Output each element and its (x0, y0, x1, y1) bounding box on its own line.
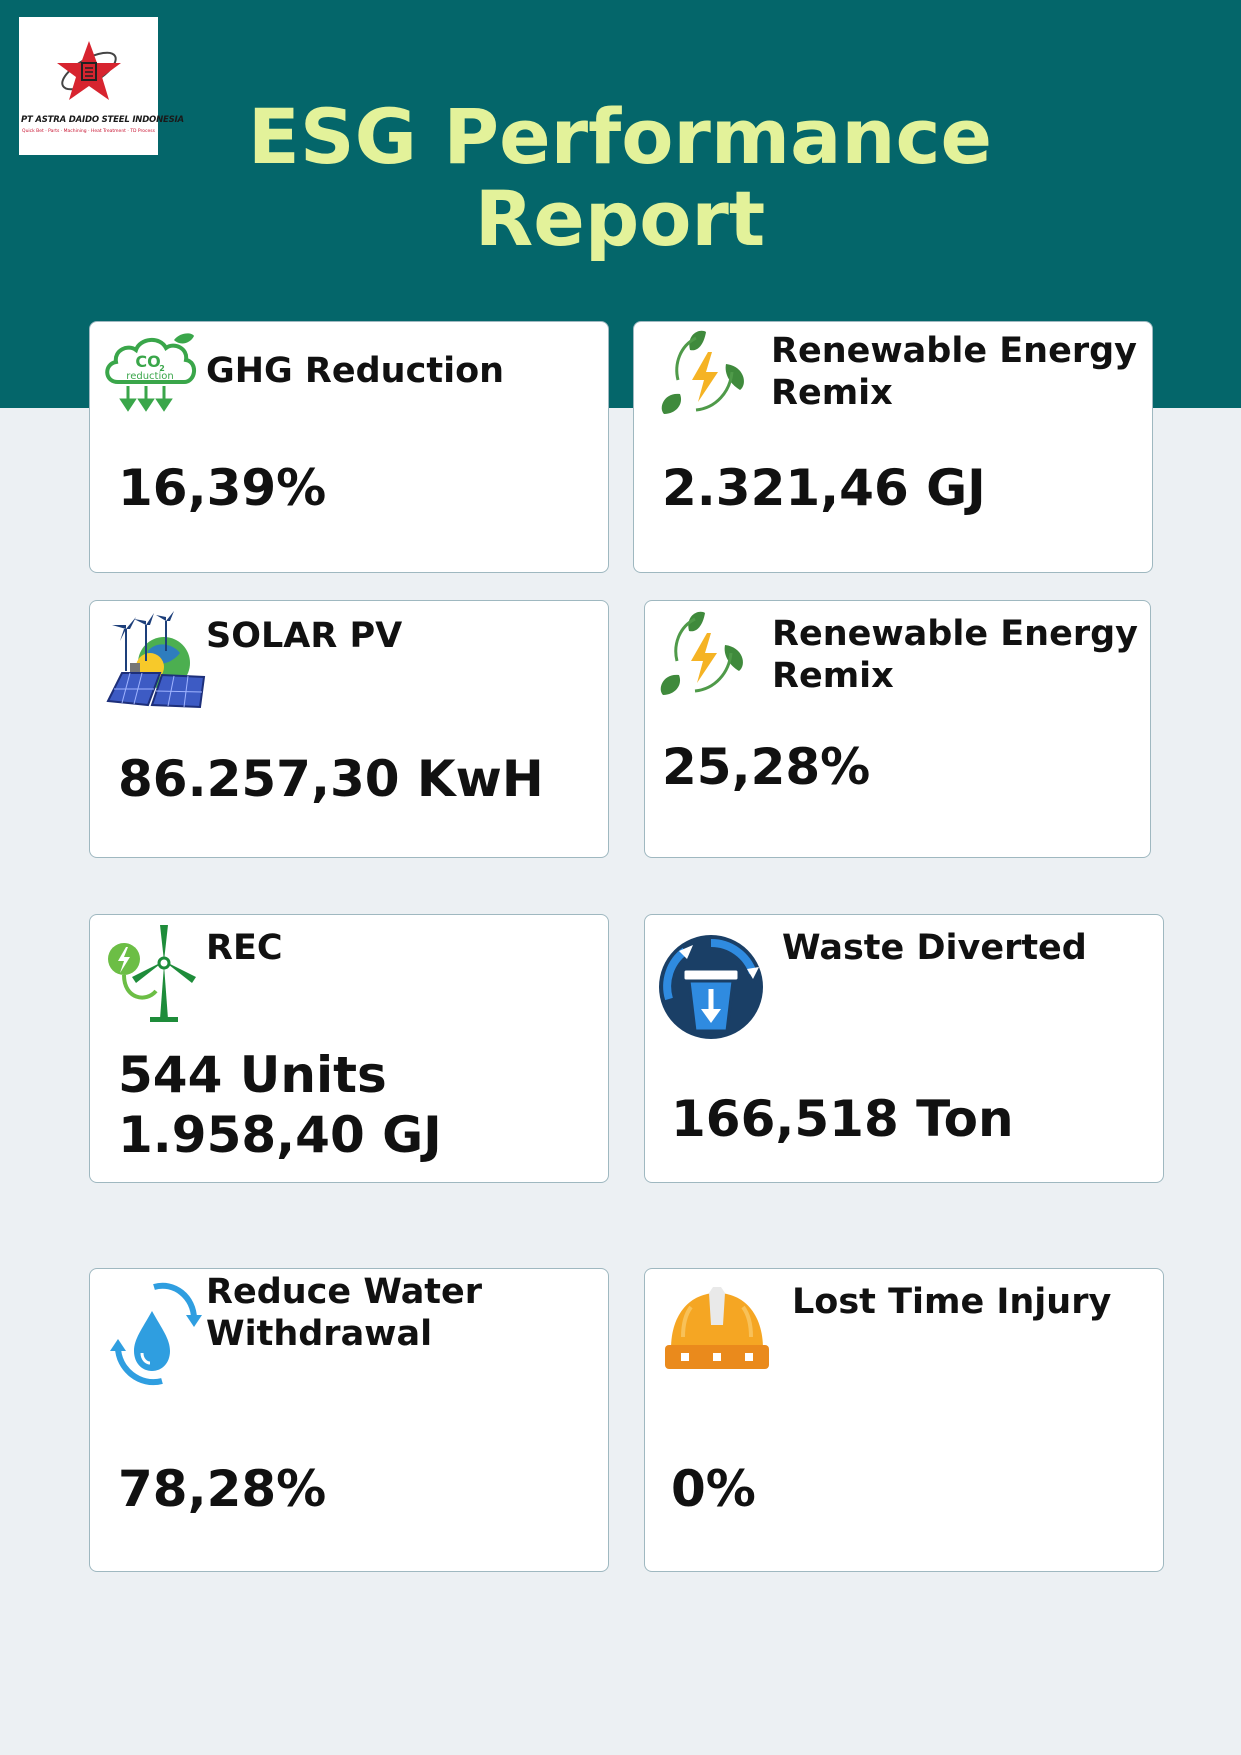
metric-card-lost-time-injury: Lost Time Injury 0% (644, 1268, 1164, 1572)
metric-label-line: SOLAR PV (206, 616, 403, 656)
metric-value: 0% (671, 1459, 756, 1519)
metric-value-line: 166,518 Ton (671, 1090, 1014, 1148)
metric-card-label: Renewable Energy Remix (772, 613, 1138, 697)
metric-label-line: REC (206, 928, 283, 968)
page-title-line-2: Report (474, 174, 766, 263)
metric-label-line: Lost Time Injury (792, 1282, 1112, 1322)
metric-value-line: 0% (671, 1460, 756, 1518)
metric-value-line: 86.257,30 KwH (118, 750, 544, 808)
co2-reduction-cloud-icon: CO 2 reduction (105, 333, 196, 412)
metric-value-line: 2.321,46 GJ (662, 459, 986, 517)
svg-text:2: 2 (159, 364, 165, 373)
metric-card-label: Lost Time Injury (792, 1281, 1111, 1323)
metric-card-renewable-energy-gj: Renewable Energy Remix 2.321,46 GJ (633, 321, 1153, 573)
waste-bin-recycle-icon (659, 935, 763, 1039)
star-logo-icon (57, 41, 121, 100)
metric-value-line: 16,39% (118, 459, 327, 517)
logo-tagline: Quick Bet · Parts · Machining · Heat Tre… (22, 129, 155, 134)
metric-value: 86.257,30 KwH (118, 749, 544, 809)
metric-card-label: Reduce Water Withdrawal (206, 1271, 482, 1355)
metric-card-ghg-reduction: CO 2 reduction GHG Reduction 16,39% (89, 321, 609, 573)
water-drop-cycle-icon (110, 1282, 202, 1386)
metric-label-line: Renewable Energy (772, 614, 1138, 654)
logo-company-name: PT ASTRA DAIDO STEEL INDONESIA (21, 115, 184, 125)
svg-text:reduction: reduction (126, 371, 173, 382)
metric-label-line: Remix (772, 656, 894, 696)
metric-label-line: GHG Reduction (206, 351, 505, 391)
metric-value: 25,28% (662, 737, 870, 797)
wind-turbine-plug-icon (108, 925, 196, 1022)
page-title: ESG Performance Report (180, 96, 1060, 260)
metric-card-label: SOLAR PV (206, 615, 402, 657)
page-title-line-1: ESG Performance (247, 92, 993, 181)
metric-card-label: GHG Reduction (206, 350, 504, 392)
metric-value-line: 25,28% (662, 738, 871, 796)
metric-label-line: Remix (771, 373, 893, 413)
metric-card-solar-pv: SOLAR PV 86.257,30 KwH (89, 600, 609, 858)
metric-card-reduce-water-withdrawal: Reduce Water Withdrawal 78,28% (89, 1268, 609, 1572)
metric-card-waste-diverted: Waste Diverted 166,518 Ton (644, 914, 1164, 1183)
renewable-energy-leaf-bolt-icon (660, 611, 743, 695)
metric-card-renewable-energy-percent: Renewable Energy Remix 25,28% (644, 600, 1151, 858)
metric-label-line: Reduce Water (206, 1272, 483, 1312)
metric-card-rec: REC 544 Units 1.958,40 GJ (89, 914, 609, 1183)
metric-value: 544 Units 1.958,40 GJ (118, 1045, 442, 1165)
metric-label-line: Waste Diverted (782, 928, 1087, 968)
metric-value: 166,518 Ton (671, 1089, 1014, 1149)
metric-value: 2.321,46 GJ (662, 458, 986, 518)
metric-value: 78,28% (118, 1459, 326, 1519)
metric-card-label: Renewable Energy Remix (771, 330, 1137, 414)
metric-value-line: 78,28% (118, 1460, 327, 1518)
metric-value: 16,39% (118, 458, 326, 518)
metric-label-line: Renewable Energy (771, 331, 1137, 371)
company-logo: PT ASTRA DAIDO STEEL INDONESIA Quick Bet… (19, 17, 184, 155)
metric-card-label: REC (206, 927, 283, 969)
safety-helmet-icon (665, 1287, 769, 1369)
metric-value-line: 1.958,40 GJ (118, 1106, 442, 1164)
metric-value-line: 544 Units (118, 1046, 387, 1104)
svg-text:CO: CO (135, 352, 160, 371)
renewable-energy-leaf-bolt-icon (661, 330, 744, 414)
metric-label-line: Withdrawal (206, 1314, 433, 1354)
metric-card-label: Waste Diverted (782, 927, 1087, 969)
solar-pv-panels-icon (106, 611, 206, 709)
